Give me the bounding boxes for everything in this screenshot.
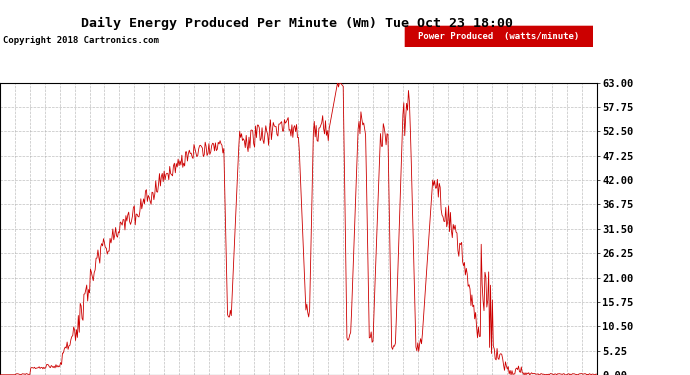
Text: Daily Energy Produced Per Minute (Wm) Tue Oct 23 18:00: Daily Energy Produced Per Minute (Wm) Tu… — [81, 17, 513, 30]
Text: Copyright 2018 Cartronics.com: Copyright 2018 Cartronics.com — [3, 36, 159, 45]
Text: Power Produced  (watts/minute): Power Produced (watts/minute) — [418, 32, 579, 40]
